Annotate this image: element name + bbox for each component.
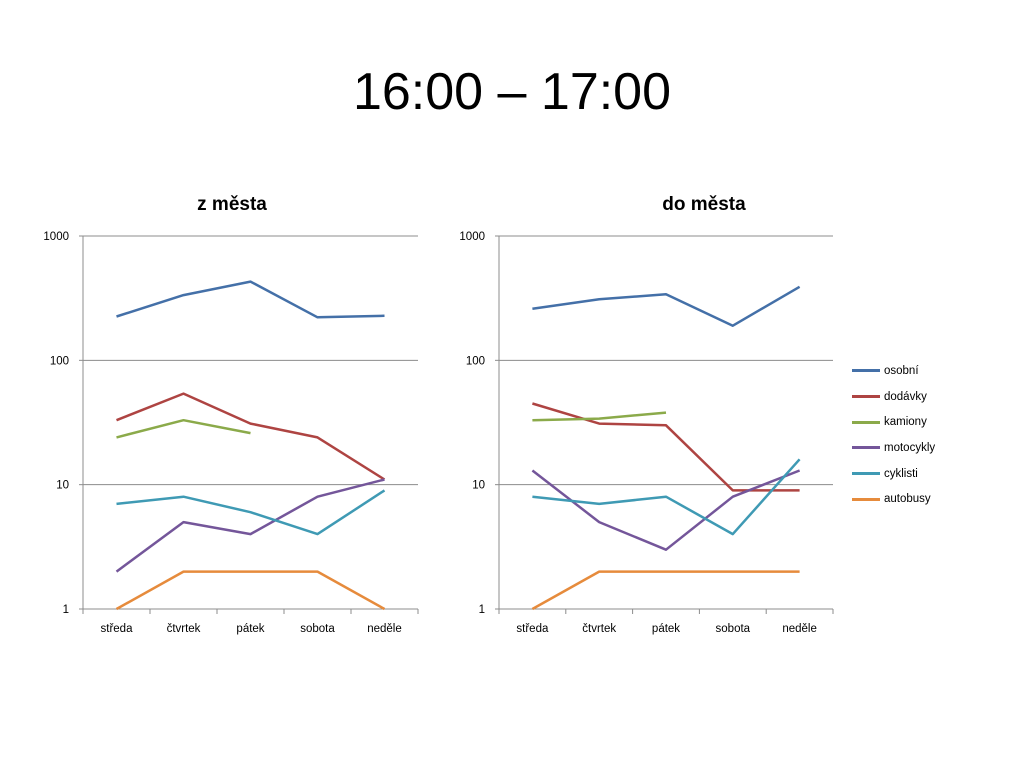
x-tick-label: pátek (236, 623, 264, 635)
x-tick-label: neděle (782, 623, 817, 635)
y-tick-label: 1000 (459, 231, 485, 243)
legend-item: motocykly (852, 435, 935, 461)
chart-2: do města 1 10 100 1000 středa čtvrtek pátek sobo… (459, 194, 834, 635)
legend-swatch (852, 369, 880, 373)
series-line-osobní (532, 285, 801, 327)
series-line-cyklisti (116, 489, 386, 536)
legend-swatch (852, 472, 880, 476)
x-tick-label: čtvrtek (167, 623, 201, 635)
series-line-kamiony (532, 411, 667, 422)
series-line-motocykly (531, 469, 801, 551)
x-tick-label: neděle (367, 623, 402, 635)
chart-title: z města (197, 194, 267, 215)
y-tick-label: 100 (50, 355, 69, 367)
legend-label: cyklisti (884, 467, 918, 480)
series-line-dodávky (116, 392, 386, 481)
series-line-motocykly (115, 478, 385, 573)
x-tick-label: čtvrtek (582, 623, 616, 635)
legend-item: kamiony (852, 409, 935, 435)
y-tick-label: 100 (466, 355, 485, 367)
legend-label: dodávky (884, 390, 927, 403)
series-line-osobní (116, 280, 385, 319)
legend-label: motocykly (884, 441, 936, 454)
legend-swatch (852, 395, 880, 399)
chart-1: z města 1 10 100 1000 středa čtvrtek pátek sobot… (43, 194, 419, 635)
legend-swatch (852, 420, 880, 424)
series-line-dodávky (532, 402, 800, 492)
y-tick-label: 1 (63, 604, 69, 616)
series-line-autobusy (115, 570, 386, 611)
y-tick-label: 1000 (43, 231, 69, 243)
legend-label: autobusy (884, 493, 931, 506)
legend-item: dodávky (852, 384, 935, 410)
legend-item: osobní (852, 358, 935, 384)
x-tick-label: středa (101, 623, 134, 635)
legend-item: autobusy (852, 486, 935, 512)
series-line-kamiony (116, 418, 251, 439)
y-tick-label: 1 (479, 604, 485, 616)
x-tick-label: sobota (300, 623, 335, 635)
series-line-cyklisti (532, 458, 801, 536)
y-tick-label: 10 (472, 480, 485, 492)
x-tick-label: středa (516, 623, 549, 635)
series-line-autobusy (531, 570, 800, 611)
legend-swatch (852, 497, 880, 501)
slide-title: 16:00 – 17:00 (352, 63, 672, 121)
x-tick-label: pátek (652, 623, 680, 635)
x-tick-label: sobota (716, 623, 751, 635)
legend: osobní dodávky kamiony motocykly cyklisti aut… (852, 358, 935, 512)
chart-title: do města (662, 194, 746, 215)
legend-label: osobní (884, 364, 919, 377)
y-tick-label: 10 (56, 480, 69, 492)
legend-label: kamiony (884, 416, 927, 429)
legend-swatch (852, 446, 880, 450)
legend-item: cyklisti (852, 461, 935, 487)
